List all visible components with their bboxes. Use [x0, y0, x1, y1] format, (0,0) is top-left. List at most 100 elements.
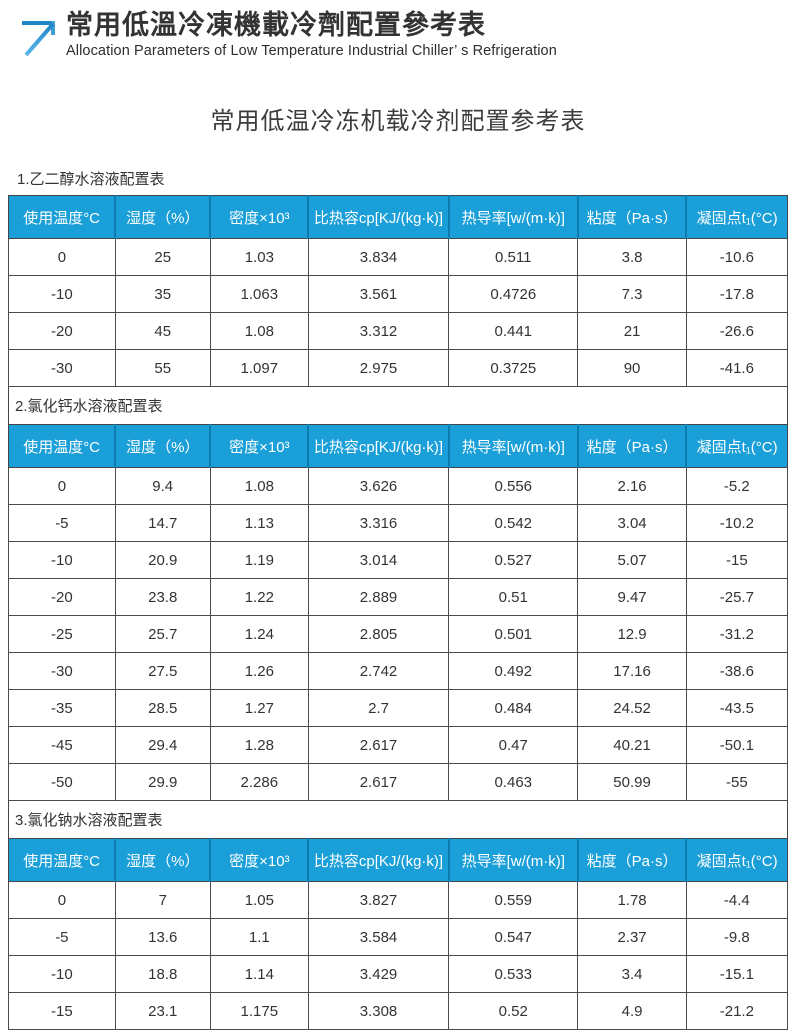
table-cell: -4.4 [685, 881, 789, 920]
section-label-3: 3.氯化钠水溶液配置表 [8, 800, 788, 840]
table-cell: -35 [8, 689, 116, 728]
table-cell: 29.4 [114, 726, 211, 765]
table-row: -25 25.7 1.24 2.805 0.501 12.9 -31.2 [8, 615, 789, 654]
table-cell: 3.834 [307, 238, 450, 277]
table-cell: -26.6 [685, 312, 789, 351]
table-row: -35 28.5 1.27 2.7 0.484 24.52 -43.5 [8, 689, 789, 728]
table-cell: 1.14 [209, 955, 309, 994]
table-cell: 4.9 [577, 992, 687, 1030]
table-cell: 35 [114, 275, 211, 314]
section-label-1: 1.乙二醇水溶液配置表 [17, 171, 165, 189]
table-cell: -31.2 [685, 615, 789, 654]
table-cell: 3.626 [307, 467, 450, 506]
column-header: 比热容cp[KJ/(kg·k)] [307, 838, 449, 883]
table-cell: 1.24 [209, 615, 309, 654]
table-cell: -15.1 [685, 955, 789, 994]
column-header: 比热容cp[KJ/(kg·k)] [307, 195, 449, 240]
table-row: -20 23.8 1.22 2.889 0.51 9.47 -25.7 [8, 578, 789, 617]
section-label-2: 2.氯化钙水溶液配置表 [8, 386, 788, 426]
arrow-up-right-icon [22, 21, 55, 57]
table-cell: 1.05 [209, 881, 309, 920]
table-cell: 2.16 [577, 467, 687, 506]
table-cell: -45 [8, 726, 116, 765]
table-row: -5 14.7 1.13 3.316 0.542 3.04 -10.2 [8, 504, 789, 543]
table-row: -30 27.5 1.26 2.742 0.492 17.16 -38.6 [8, 652, 789, 691]
table-row: -10 35 1.063 3.561 0.4726 7.3 -17.8 [8, 275, 789, 314]
table-cell: 1.097 [209, 349, 309, 388]
section-label-row: 3.氯化钠水溶液配置表 [8, 800, 788, 840]
column-header: 密度×10³ [209, 195, 309, 240]
table-cell: 1.063 [209, 275, 309, 314]
column-header: 粘度（Pa·s） [576, 838, 687, 883]
column-header: 凝固点t₁(°C) [685, 424, 788, 469]
table-cell: 0.559 [448, 881, 579, 920]
table-header-row: 使用温度°C 湿度（%） 密度×10³ 比热容cp[KJ/(kg·k)] 热导率[w/(… [8, 195, 788, 240]
table-cell: 24.52 [577, 689, 687, 728]
table-cell: 0.441 [448, 312, 579, 351]
table-cell: 2.286 [209, 763, 309, 802]
table-cell: 2.975 [307, 349, 450, 388]
table-cell: 3.561 [307, 275, 450, 314]
column-header: 比热容cp[KJ/(kg·k)] [307, 424, 449, 469]
table-cell: 1.175 [209, 992, 309, 1030]
table-cell: 7 [114, 881, 211, 920]
table-cell: 9.47 [577, 578, 687, 617]
column-header: 使用温度°C [8, 424, 116, 469]
table-cell: 1.1 [209, 918, 309, 957]
table-cell: 14.7 [114, 504, 211, 543]
table-cell: 17.16 [577, 652, 687, 691]
table-cell: 3.429 [307, 955, 450, 994]
table-cell: 55 [114, 349, 211, 388]
table-cell: 45 [114, 312, 211, 351]
table-row: 0 25 1.03 3.834 0.511 3.8 -10.6 [8, 238, 789, 277]
table-cell: 0 [8, 238, 116, 277]
table-cell: -10 [8, 955, 116, 994]
column-header: 热导率[w/(m·k)] [447, 195, 578, 240]
table-cell: 3.04 [577, 504, 687, 543]
table-cell: 0.542 [448, 504, 579, 543]
table-cell: 3.014 [307, 541, 450, 580]
column-header: 热导率[w/(m·k)] [447, 424, 578, 469]
brand-header: 常用低溫冷凍機載冷劑配置參考表 Allocation Parameters of… [0, 0, 796, 59]
table-cell: -25.7 [685, 578, 789, 617]
section-label-row: 2.氯化钙水溶液配置表 [8, 386, 788, 426]
table-cell: -55 [685, 763, 789, 802]
table-row: 0 7 1.05 3.827 0.559 1.78 -4.4 [8, 881, 789, 920]
table-cell: -5 [8, 918, 116, 957]
table-cell: 29.9 [114, 763, 211, 802]
table-cell: 90 [577, 349, 687, 388]
column-header: 粘度（Pa·s） [576, 424, 687, 469]
table-cell: 3.4 [577, 955, 687, 994]
table-cell: 0.4726 [448, 275, 579, 314]
table-cell: 0.527 [448, 541, 579, 580]
table-cell: 1.08 [209, 467, 309, 506]
table-cell: 2.37 [577, 918, 687, 957]
table-cell: 0.47 [448, 726, 579, 765]
table-cell: 25.7 [114, 615, 211, 654]
table-cell: -5 [8, 504, 116, 543]
table-cell: -15 [685, 541, 789, 580]
table-cell: -41.6 [685, 349, 789, 388]
table-cell: 9.4 [114, 467, 211, 506]
column-header: 密度×10³ [209, 838, 309, 883]
table-cell: 2.805 [307, 615, 450, 654]
table-cell: 27.5 [114, 652, 211, 691]
table-cell: 1.78 [577, 881, 687, 920]
table-cell: -20 [8, 312, 116, 351]
table-header-row: 使用温度°C 湿度（%） 密度×10³ 比热容cp[KJ/(kg·k)] 热导率[w/(… [8, 424, 788, 469]
table-row: -10 18.8 1.14 3.429 0.533 3.4 -15.1 [8, 955, 789, 994]
table-cell: 3.316 [307, 504, 450, 543]
table-cell: 0.501 [448, 615, 579, 654]
table-cell: 1.27 [209, 689, 309, 728]
table-cell: 0.484 [448, 689, 579, 728]
table-row: -10 20.9 1.19 3.014 0.527 5.07 -15 [8, 541, 789, 580]
table-row: -15 23.1 1.175 3.308 0.52 4.9 -21.2 [8, 992, 789, 1030]
brand-title: 常用低溫冷凍機載冷劑配置參考表 [66, 10, 486, 40]
table-row: -30 55 1.097 2.975 0.3725 90 -41.6 [8, 349, 789, 388]
column-header: 湿度（%） [114, 838, 211, 883]
column-header: 热导率[w/(m·k)] [447, 838, 578, 883]
table-cell: -17.8 [685, 275, 789, 314]
table-row: 0 9.4 1.08 3.626 0.556 2.16 -5.2 [8, 467, 789, 506]
table-cell: 1.22 [209, 578, 309, 617]
